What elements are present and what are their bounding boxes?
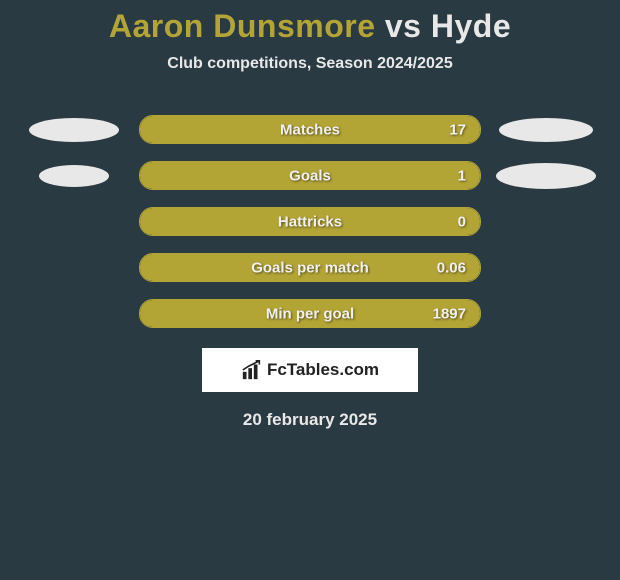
stat-label: Hattricks: [278, 213, 342, 230]
player1-name: Aaron Dunsmore: [109, 8, 376, 44]
stat-label: Min per goal: [266, 305, 354, 322]
stat-value: 0.06: [437, 259, 466, 276]
comparison-widget: Aaron Dunsmore vs Hyde Club competitions…: [0, 0, 620, 430]
right-ellipse: [499, 118, 593, 142]
stat-label: Goals per match: [251, 259, 369, 276]
stat-value: 1: [458, 167, 466, 184]
stat-label: Goals: [289, 167, 331, 184]
stat-value: 17: [449, 121, 466, 138]
logo-text: FcTables.com: [267, 360, 379, 380]
stats-row: Goals per match 0.06: [0, 253, 620, 282]
stats-row: Hattricks 0: [0, 207, 620, 236]
left-ellipse: [29, 118, 119, 142]
stats-row: Goals 1: [0, 161, 620, 190]
stats-row: Matches 17: [0, 115, 620, 144]
stats-list: Matches 17 Goals 1 Hattricks 0 Goals per match…: [0, 115, 620, 328]
logo-box[interactable]: FcTables.com: [202, 348, 418, 392]
stat-bar: Hattricks 0: [139, 207, 481, 236]
stat-label: Matches: [280, 121, 340, 138]
stat-bar: Goals 1: [139, 161, 481, 190]
page-title: Aaron Dunsmore vs Hyde: [0, 8, 620, 45]
vs-text: vs: [385, 8, 422, 44]
stat-bar: Min per goal 1897: [139, 299, 481, 328]
left-ellipse: [39, 165, 109, 187]
date-text: 20 february 2025: [0, 410, 620, 430]
stat-value: 1897: [433, 305, 466, 322]
bar-chart-icon: [241, 359, 263, 381]
player2-name: Hyde: [431, 8, 511, 44]
right-ellipse: [496, 163, 596, 189]
stat-bar: Goals per match 0.06: [139, 253, 481, 282]
stats-row: Min per goal 1897: [0, 299, 620, 328]
stat-value: 0: [458, 213, 466, 230]
subtitle: Club competitions, Season 2024/2025: [0, 55, 620, 73]
stat-bar: Matches 17: [139, 115, 481, 144]
